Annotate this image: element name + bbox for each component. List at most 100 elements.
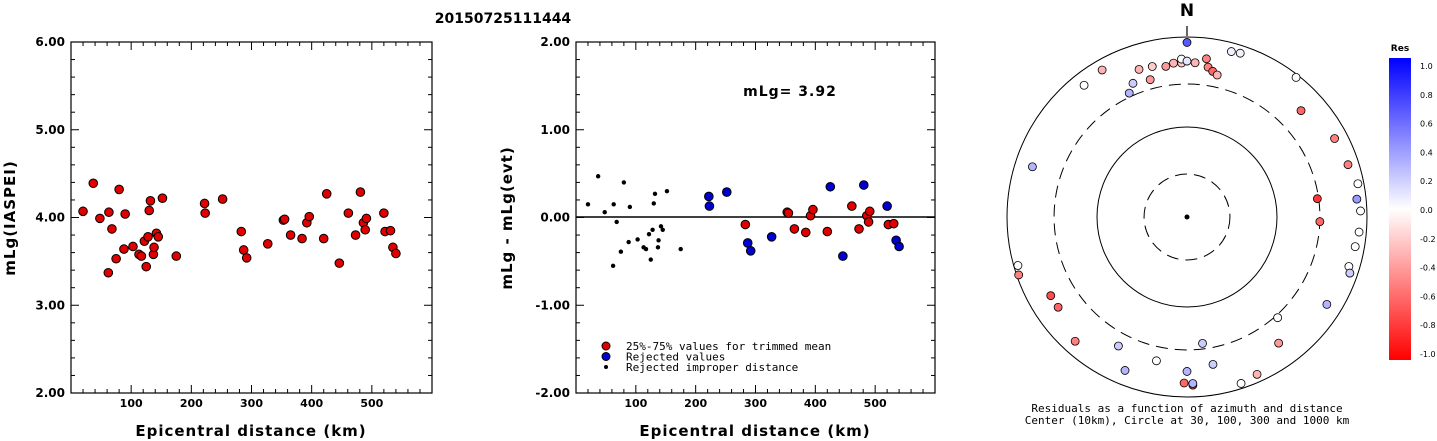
station-point bbox=[1352, 194, 1362, 204]
magnitude-point bbox=[88, 178, 99, 189]
magnitude-point bbox=[171, 251, 182, 261]
magnitude-ylabel: mLg(IASPEI) bbox=[1, 160, 19, 275]
station-point bbox=[1291, 72, 1301, 82]
station-point bbox=[1128, 78, 1138, 88]
distance-ring bbox=[1096, 126, 1278, 308]
magnitude-point bbox=[119, 244, 129, 254]
station-point bbox=[1212, 70, 1222, 80]
residual-point bbox=[595, 174, 601, 179]
station-point bbox=[1226, 47, 1236, 56]
residual-point bbox=[825, 181, 836, 192]
residual-chart: 100 200 300 400 500 -2.00 -1.00 0.00 1.00 2.00 mL… bbox=[498, 35, 936, 440]
magnitude-point bbox=[236, 226, 247, 237]
residual-point bbox=[894, 241, 904, 252]
station-point bbox=[1343, 160, 1353, 170]
station-point bbox=[1322, 299, 1332, 309]
residual-point bbox=[626, 239, 631, 245]
colorbar-tick-label: 0.0 bbox=[1420, 206, 1433, 215]
azimuth-points bbox=[1013, 38, 1365, 390]
magnitude-point bbox=[318, 233, 329, 244]
station-point bbox=[1312, 194, 1322, 204]
magnitude-point bbox=[107, 224, 117, 234]
residual-point bbox=[783, 208, 794, 218]
residual-points bbox=[585, 174, 904, 268]
station-point bbox=[1145, 75, 1155, 85]
residual-point bbox=[658, 224, 664, 229]
residual-point bbox=[602, 210, 607, 215]
residual-legend: 25%-75% values for trimmed meanRejected … bbox=[601, 340, 831, 374]
station-point bbox=[1182, 56, 1192, 66]
station-point bbox=[1356, 206, 1365, 216]
station-point bbox=[1235, 48, 1245, 58]
residual-point bbox=[660, 227, 665, 232]
colorbar-tick-label: -1.0 bbox=[1420, 350, 1436, 359]
residual-point bbox=[678, 246, 683, 252]
station-point bbox=[1273, 313, 1283, 323]
residual-xlabel: Epicentral distance (km) bbox=[639, 422, 870, 440]
magnitude-point bbox=[143, 232, 153, 242]
magnitude-point bbox=[128, 241, 138, 252]
legend-marker bbox=[601, 341, 611, 351]
residual-point bbox=[655, 245, 661, 250]
residual-point bbox=[650, 227, 655, 232]
magnitude-xtick-label: 400 bbox=[300, 397, 323, 410]
magnitude-ytick-label: 3.00 bbox=[35, 298, 65, 312]
station-point bbox=[1208, 359, 1218, 369]
residual-point bbox=[847, 201, 857, 211]
residual-point bbox=[664, 188, 670, 194]
mlg-annotation: mLg= 3.92 bbox=[743, 84, 837, 100]
station-point bbox=[1188, 379, 1198, 388]
legend-marker bbox=[604, 365, 608, 369]
colorbar-tick-label: 0.4 bbox=[1420, 148, 1433, 157]
magnitude-point bbox=[114, 184, 124, 195]
residual-xtick-label: 300 bbox=[744, 397, 767, 410]
magnitude-ytick-label: 5.00 bbox=[35, 123, 65, 137]
station-point bbox=[1190, 58, 1200, 68]
magnitude-xlabel: Epicentral distance (km) bbox=[135, 422, 366, 440]
colorbar-title: Res bbox=[1391, 44, 1409, 54]
station-point bbox=[1198, 338, 1207, 348]
station-point bbox=[1079, 80, 1089, 90]
magnitude-point bbox=[95, 213, 105, 224]
residual-point bbox=[838, 251, 848, 261]
page-title: 20150725111444 bbox=[435, 11, 572, 27]
station-point bbox=[1147, 62, 1157, 71]
legend-label: 25%-75% values for trimmed mean bbox=[626, 340, 831, 353]
magnitude-point bbox=[200, 208, 210, 218]
polar-caption-2: Center (10km), Circle at 30, 100, 300 an… bbox=[1025, 414, 1350, 427]
station-point bbox=[1114, 341, 1123, 351]
legend-label: Rejected values bbox=[626, 351, 725, 364]
magnitude-point bbox=[391, 248, 401, 259]
magnitude-point bbox=[104, 207, 114, 218]
residual-point bbox=[766, 232, 777, 242]
residual-point bbox=[585, 202, 591, 207]
magnitude-point bbox=[157, 193, 168, 203]
magnitude-xtick-label: 100 bbox=[120, 397, 143, 410]
residual-axes: 100 200 300 400 500 -2.00 -1.00 0.00 1.00 2.00 bbox=[535, 35, 936, 410]
residual-point bbox=[656, 238, 661, 243]
magnitude-xtick-label: 500 bbox=[360, 397, 383, 410]
residual-xtick-label: 200 bbox=[684, 397, 707, 410]
residual-point bbox=[854, 224, 864, 234]
magnitude-point bbox=[111, 253, 121, 264]
residual-xtick-label: 500 bbox=[864, 397, 887, 410]
colorbar-tick-label: -0.8 bbox=[1420, 321, 1436, 330]
residual-point bbox=[648, 257, 653, 262]
magnitude-xtick-label: 300 bbox=[240, 397, 263, 410]
station-point bbox=[1097, 65, 1107, 75]
station-point bbox=[1345, 268, 1355, 278]
center-marker bbox=[1184, 214, 1190, 220]
station-point bbox=[1161, 61, 1171, 71]
magnitude-point bbox=[321, 189, 332, 199]
magnitude-ytick-label: 2.00 bbox=[35, 386, 65, 400]
magnitude-xtick-label: 200 bbox=[180, 397, 203, 410]
station-point bbox=[1152, 356, 1161, 366]
colorbar-ticks: 1.0 0.8 0.6 0.4 0.2 0.0 -0.2 -0.4 -0.6 -0.8 -1.0 bbox=[1420, 62, 1436, 359]
station-point bbox=[1330, 134, 1339, 143]
residual-point bbox=[789, 224, 800, 234]
residual-ytick-label: -2.00 bbox=[535, 386, 570, 400]
magnitude-point bbox=[145, 196, 156, 206]
magnitude-point bbox=[350, 230, 361, 240]
legend-marker bbox=[601, 352, 611, 361]
station-point bbox=[1027, 162, 1037, 172]
